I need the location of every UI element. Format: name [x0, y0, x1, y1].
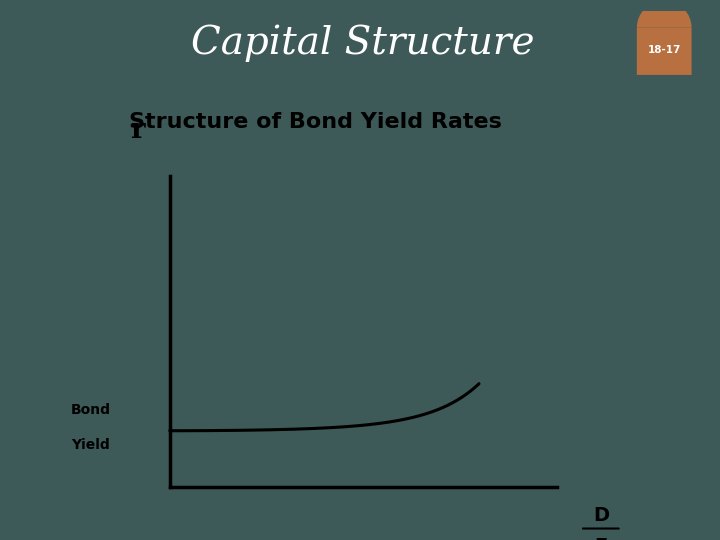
- Text: r: r: [130, 117, 145, 144]
- Wedge shape: [637, 1, 691, 28]
- Text: 18-17: 18-17: [647, 45, 681, 55]
- Text: Yield: Yield: [71, 438, 109, 452]
- Text: Structure of Bond Yield Rates: Structure of Bond Yield Rates: [129, 112, 502, 132]
- Text: E: E: [594, 537, 608, 540]
- Text: D: D: [593, 505, 609, 525]
- FancyBboxPatch shape: [637, 28, 691, 75]
- Text: Bond: Bond: [71, 403, 111, 417]
- Text: Capital Structure: Capital Structure: [191, 24, 534, 62]
